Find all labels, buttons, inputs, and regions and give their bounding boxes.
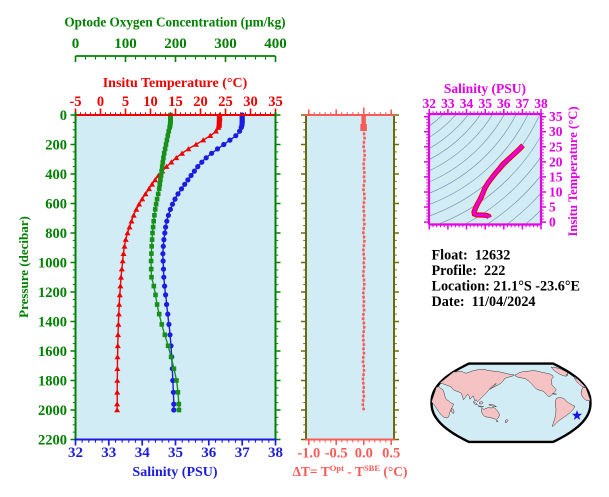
svg-text:38: 38	[268, 445, 283, 461]
svg-text:30: 30	[243, 94, 258, 110]
svg-text:36: 36	[201, 445, 217, 461]
svg-text:-5: -5	[69, 94, 81, 110]
svg-text:1000: 1000	[38, 256, 67, 272]
svg-text:Pressure (decibar): Pressure (decibar)	[16, 216, 31, 318]
svg-text:10: 10	[143, 94, 158, 110]
svg-text:5: 5	[122, 94, 129, 110]
svg-text:20: 20	[193, 94, 208, 110]
svg-text:1200: 1200	[38, 285, 67, 301]
svg-text:-0.5: -0.5	[325, 446, 348, 462]
svg-text:Profile: 222: Profile: 222	[432, 263, 506, 279]
svg-text:25: 25	[218, 94, 233, 110]
svg-text:30: 30	[549, 124, 563, 139]
svg-text:2200: 2200	[38, 433, 67, 449]
svg-text:37: 37	[516, 96, 530, 111]
svg-text:Salinity (PSU): Salinity (PSU)	[444, 81, 526, 96]
svg-text:Location: 21.1°S -23.6°E: Location: 21.1°S -23.6°E	[432, 279, 581, 295]
svg-text:37: 37	[235, 445, 251, 461]
svg-text:100: 100	[114, 36, 137, 52]
svg-text:Insitu Temperature (°C): Insitu Temperature (°C)	[566, 106, 580, 236]
svg-text:32: 32	[423, 96, 437, 111]
svg-text:1400: 1400	[38, 315, 67, 331]
svg-text:0: 0	[549, 215, 556, 230]
svg-text:1800: 1800	[38, 374, 67, 390]
svg-text:800: 800	[45, 226, 67, 242]
svg-text:34: 34	[135, 445, 151, 461]
svg-text:38: 38	[534, 96, 548, 111]
svg-text:Insitu Temperature (°C): Insitu Temperature (°C)	[103, 76, 248, 91]
svg-text:15: 15	[549, 169, 563, 184]
svg-text:ΔT= TOpt - TSBE (°C): ΔT= TOpt - TSBE (°C)	[292, 463, 407, 479]
svg-text:0.0: 0.0	[355, 446, 373, 462]
svg-text:300: 300	[214, 36, 237, 52]
svg-text:2000: 2000	[38, 403, 67, 419]
svg-text:10: 10	[549, 185, 563, 200]
svg-text:35: 35	[168, 445, 183, 461]
svg-text:33: 33	[101, 445, 116, 461]
svg-text:0: 0	[97, 94, 104, 110]
svg-text:35: 35	[268, 94, 283, 110]
svg-text:400: 400	[264, 36, 287, 52]
svg-text:0: 0	[60, 108, 67, 124]
svg-text:200: 200	[164, 36, 187, 52]
svg-text:20: 20	[549, 154, 563, 169]
svg-text:32: 32	[68, 445, 83, 461]
svg-text:36: 36	[497, 96, 511, 111]
svg-text:200: 200	[45, 138, 67, 154]
svg-text:0.5: 0.5	[382, 446, 400, 462]
svg-text:35: 35	[478, 96, 492, 111]
svg-text:Optode Oxygen Concentration (µ: Optode Oxygen Concentration (µm/kg)	[64, 15, 285, 30]
svg-text:35: 35	[549, 109, 563, 124]
svg-text:Salinity (PSU): Salinity (PSU)	[132, 465, 218, 480]
svg-text:34: 34	[460, 96, 474, 111]
svg-text:Float: 12632: Float: 12632	[432, 248, 511, 264]
svg-text:15: 15	[168, 94, 183, 110]
svg-text:1600: 1600	[38, 344, 67, 360]
svg-text:5: 5	[549, 200, 556, 215]
svg-text:0: 0	[72, 36, 80, 52]
svg-text:600: 600	[45, 197, 67, 213]
svg-text:Date: 11/04/2024: Date: 11/04/2024	[432, 294, 536, 310]
svg-text:-1.0: -1.0	[297, 446, 320, 462]
svg-text:25: 25	[549, 139, 563, 154]
svg-text:33: 33	[441, 96, 455, 111]
svg-text:400: 400	[45, 167, 67, 183]
